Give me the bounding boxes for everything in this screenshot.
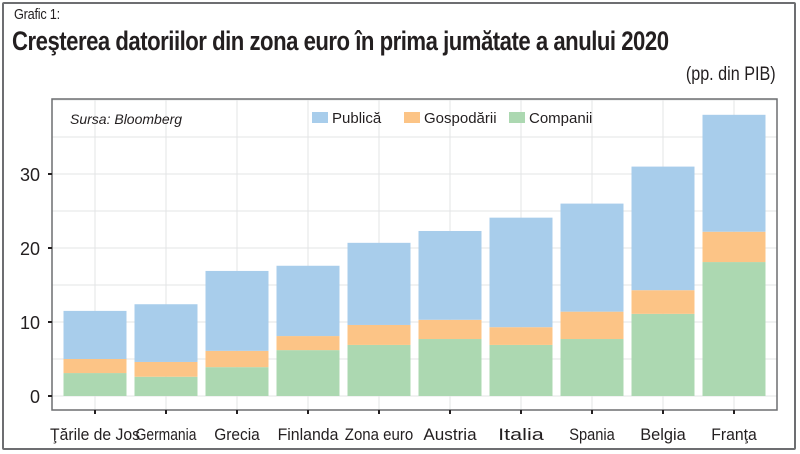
bar-segment-gospodarii <box>702 231 766 263</box>
bar-segment-publica <box>418 230 482 320</box>
bar-group <box>205 270 269 396</box>
legend-swatch <box>404 112 420 123</box>
bar-segment-publica <box>134 304 198 362</box>
bar-segment-companii <box>702 262 766 396</box>
bar-group <box>418 230 482 396</box>
source-note: Sursa: Bloomberg <box>70 111 182 127</box>
bar-segment-companii <box>489 344 553 396</box>
x-tick-label: Germania <box>136 425 197 444</box>
legend-label: Gospodării <box>424 110 497 127</box>
bar-segment-gospodarii <box>418 319 482 340</box>
x-tick-label: Zona euro <box>345 425 413 444</box>
bar-segment-companii <box>205 367 269 396</box>
bar-segment-publica <box>347 242 411 325</box>
bar-segment-companii <box>560 339 624 396</box>
x-tick-label: Franţa <box>711 425 757 444</box>
bar-segment-publica <box>489 217 553 328</box>
bar-segment-gospodarii <box>63 359 127 374</box>
bar-group <box>631 166 695 396</box>
bar-group <box>560 203 624 396</box>
bar-segment-publica <box>702 114 766 232</box>
x-tick-label: Spania <box>569 425 615 444</box>
x-tick-label: Ţările de Jos <box>50 425 140 444</box>
y-tick-label: 30 <box>20 165 40 185</box>
bar-segment-publica <box>63 310 127 359</box>
bar-segment-publica <box>205 270 269 351</box>
bar-group <box>276 265 340 396</box>
x-tick-label: Italia <box>498 425 544 444</box>
legend-item: Companii <box>509 110 592 127</box>
legend-label: Companii <box>529 110 592 127</box>
plot-area-border <box>51 98 778 411</box>
legend-label: Publică <box>332 110 382 127</box>
bar-segment-publica <box>560 203 624 312</box>
bar-segment-gospodarii <box>205 350 269 368</box>
bar-segment-companii <box>63 373 127 396</box>
bar-segment-companii <box>276 350 340 396</box>
bar-segment-companii <box>631 313 695 396</box>
legend: Publică Gospodării Companii <box>312 110 592 127</box>
legend-swatch <box>312 112 328 123</box>
bars <box>63 114 766 396</box>
bar-group <box>489 217 553 396</box>
bar-segment-publica <box>276 265 340 337</box>
bar-segment-publica <box>631 166 695 291</box>
chart-unit: (pp. din PIB) <box>686 64 776 85</box>
chart-frame <box>2 2 796 450</box>
bar-segment-gospodarii <box>489 327 553 345</box>
legend-item: Gospodării <box>404 110 497 127</box>
bar-group <box>63 310 127 396</box>
y-tick-label: 10 <box>20 313 40 333</box>
y-tick-label: 20 <box>20 239 40 259</box>
x-tick-label: Austria <box>423 425 477 444</box>
x-tick-label: Belgia <box>640 425 686 444</box>
bar-segment-companii <box>418 339 482 396</box>
bar-segment-gospodarii <box>134 361 198 377</box>
legend-swatch <box>509 112 525 123</box>
bar-segment-companii <box>134 376 198 396</box>
bar-segment-companii <box>347 344 411 396</box>
legend-item: Publică <box>312 110 382 127</box>
bar-group <box>134 304 198 396</box>
bar-group <box>702 114 766 396</box>
x-tick-label: Grecia <box>214 425 260 444</box>
chart-title: Creşterea datoriilor din zona euro în pr… <box>12 26 669 56</box>
bar-segment-gospodarii <box>631 290 695 314</box>
y-axis: 0 10 20 30 <box>20 165 52 407</box>
x-tick-label: Finlanda <box>278 425 339 444</box>
bar-group <box>347 242 411 396</box>
chart-kicker: Grafic 1: <box>14 6 60 23</box>
bar-segment-gospodarii <box>347 324 411 345</box>
bar-segment-gospodarii <box>276 336 340 351</box>
y-tick-label: 0 <box>30 387 40 407</box>
bar-segment-gospodarii <box>560 311 624 340</box>
